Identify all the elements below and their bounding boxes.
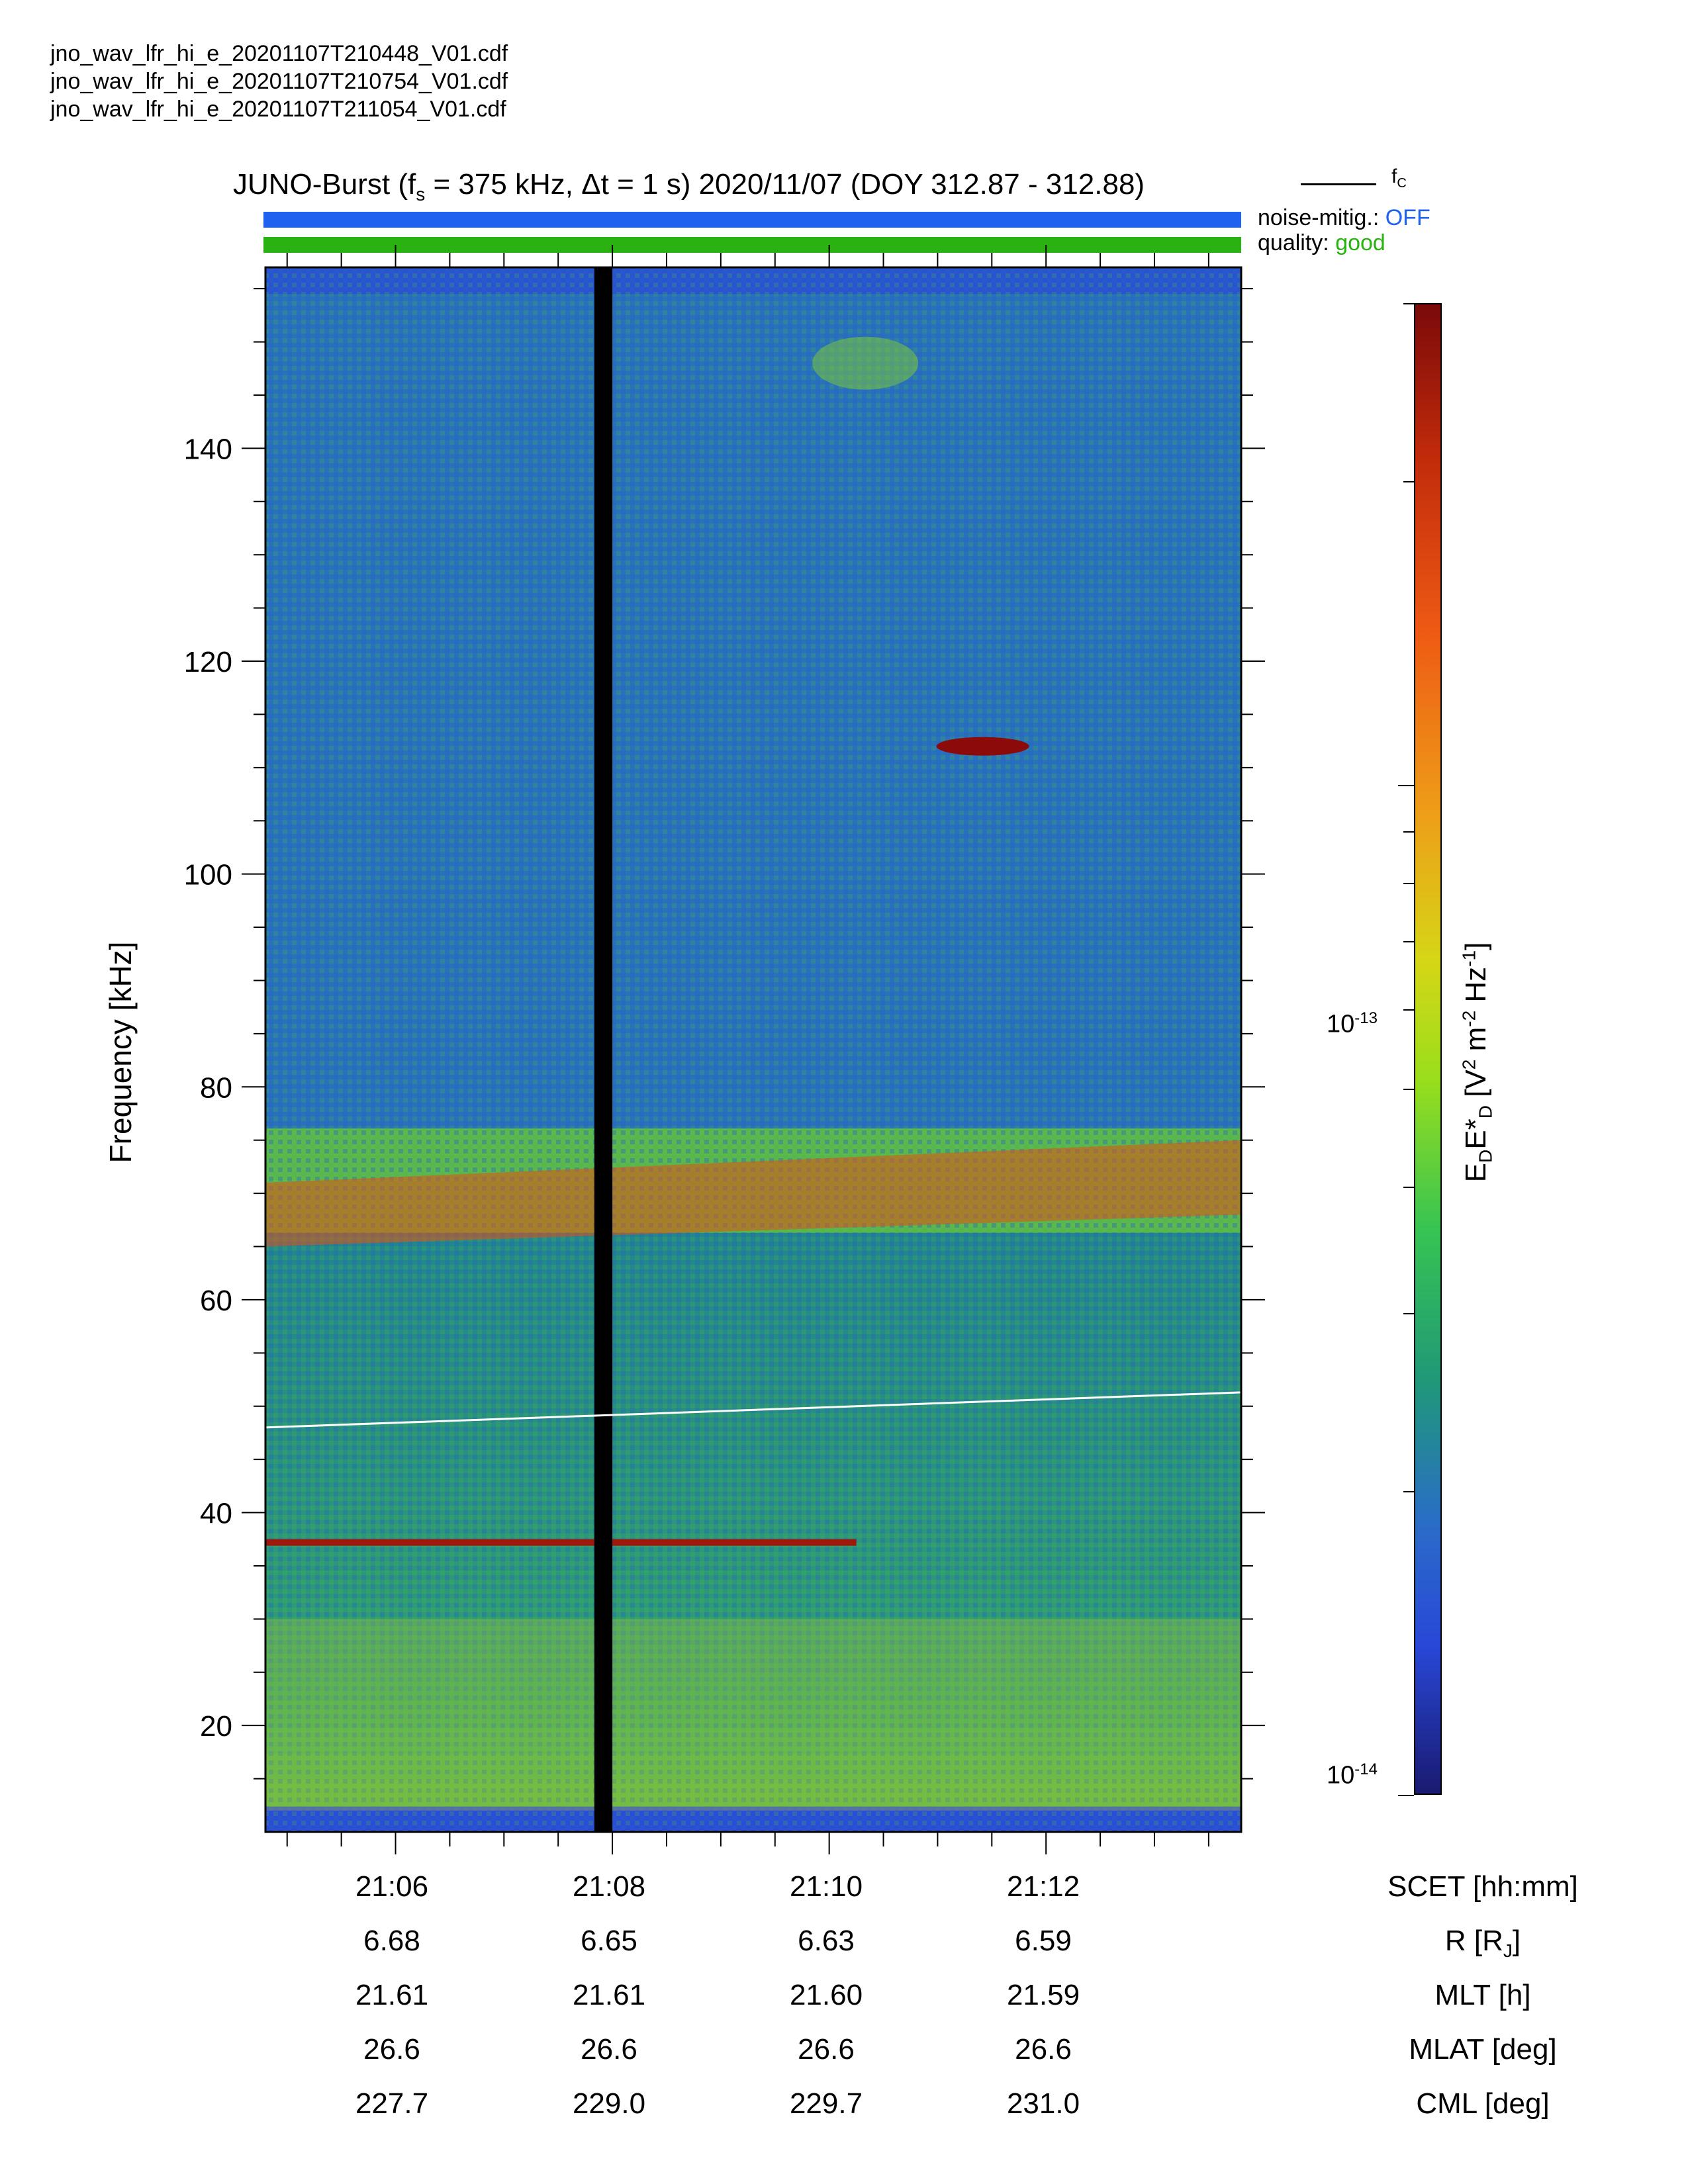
noise-mitigation-label: noise-mitig.:: [1258, 205, 1380, 230]
r-row-label: R [RJ]: [1444, 1925, 1521, 1961]
colorbar: [1414, 303, 1442, 1795]
colorbar-tick: [1403, 1187, 1414, 1189]
quality-label: quality:: [1258, 230, 1329, 255]
fc-legend-line: [1301, 183, 1376, 185]
cml-row-label: CML [deg]: [1416, 2087, 1550, 2120]
plot-axes: 20 40 60 80 100 120 140: [184, 245, 1265, 1854]
colorbar-tick: [1403, 882, 1414, 884]
mlt-value: 21.60: [789, 1979, 863, 2011]
quality-value: good: [1335, 230, 1385, 255]
colorbar-tick: [1398, 785, 1414, 787]
mlat-value: 26.6: [363, 2033, 420, 2066]
r-value: 6.59: [1015, 1925, 1072, 1957]
y-axis-label: Frequency [kHz]: [103, 941, 138, 1163]
colorbar-tick: [1398, 1795, 1414, 1796]
colorbar-label: EDE*D [V2 m-2 Hz-1]: [1458, 942, 1496, 1183]
quality-bar: [263, 237, 1241, 253]
file-name: jno_wav_lfr_hi_e_20201107T210448_V01.cdf: [50, 41, 508, 66]
y-tick-label: 140: [184, 433, 232, 465]
scet-value: 21:06: [355, 1870, 429, 1903]
colorbar-tick-label-low: 10-14: [1327, 1760, 1378, 1790]
plot-frame: [264, 266, 1243, 1833]
file-list: jno_wav_lfr_hi_e_20201107T210448_V01.cdf…: [50, 40, 508, 123]
colorbar-tick: [1403, 303, 1414, 304]
mlt-value: 21.61: [355, 1979, 429, 2011]
low-frequency-enhancement: [265, 1619, 1241, 1811]
noise-mitigation-bar: [263, 212, 1241, 228]
scet-value: 21:12: [1006, 1870, 1080, 1903]
r-value: 6.68: [363, 1925, 420, 1957]
noise-mitigation-status: noise-mitig.: OFF: [1258, 205, 1430, 231]
emission-burst: [936, 737, 1029, 756]
r-value: 6.63: [798, 1925, 855, 1957]
emission-band: [265, 1140, 1241, 1247]
mlat-value: 26.6: [581, 2033, 637, 2066]
colorbar-tick: [1403, 1009, 1414, 1011]
r-value: 6.65: [581, 1925, 637, 1957]
y-tick-label: 40: [200, 1498, 232, 1530]
noise-mitigation-value: OFF: [1385, 205, 1430, 230]
scet-value: 21:10: [789, 1870, 863, 1903]
mlat-row-label: MLAT [deg]: [1409, 2033, 1557, 2066]
y-tick-label: 120: [184, 646, 232, 678]
y-tick-label: 80: [200, 1071, 232, 1104]
colorbar-tick: [1403, 1312, 1414, 1314]
scet-value: 21:08: [572, 1870, 646, 1903]
mlt-value: 21.61: [572, 1979, 646, 2011]
fc-legend-label: fC: [1391, 165, 1407, 191]
file-name: jno_wav_lfr_hi_e_20201107T210754_V01.cdf: [50, 69, 508, 94]
data-gap: [594, 267, 613, 1832]
emission-line: [265, 1539, 857, 1546]
cml-value: 229.0: [572, 2087, 646, 2120]
cml-value: 227.7: [355, 2087, 429, 2120]
y-tick-label: 100: [184, 859, 232, 891]
colorbar-tick: [1403, 480, 1414, 482]
colorbar-tick: [1403, 831, 1414, 833]
mlt-value: 21.59: [1006, 1979, 1080, 2011]
spectrogram-heatmap: [265, 267, 1242, 1833]
fc-line: [265, 1391, 1242, 1429]
colorbar-tick: [1403, 1490, 1414, 1492]
chart-title: JUNO-Burst (fs = 375 kHz, Δt = 1 s) 2020…: [233, 168, 1145, 205]
emission-patch: [812, 336, 919, 390]
mlat-value: 26.6: [1015, 2033, 1072, 2066]
y-tick-label: 20: [200, 1710, 232, 1743]
cml-value: 229.7: [789, 2087, 863, 2120]
cml-value: 231.0: [1006, 2087, 1080, 2120]
colorbar-tick: [1403, 1089, 1414, 1091]
colorbar-tick-label-high: 10-13: [1327, 1009, 1378, 1038]
quality-status: quality: good: [1258, 230, 1385, 256]
scet-row-label: SCET [hh:mm]: [1387, 1870, 1578, 1903]
y-tick-label: 60: [200, 1285, 232, 1317]
mlt-row-label: MLT [h]: [1434, 1979, 1531, 2011]
heatmap-texture: [265, 267, 1241, 1832]
colorbar-tick: [1403, 941, 1414, 943]
file-name: jno_wav_lfr_hi_e_20201107T211054_V01.cdf: [50, 97, 506, 122]
mlat-value: 26.6: [798, 2033, 855, 2066]
